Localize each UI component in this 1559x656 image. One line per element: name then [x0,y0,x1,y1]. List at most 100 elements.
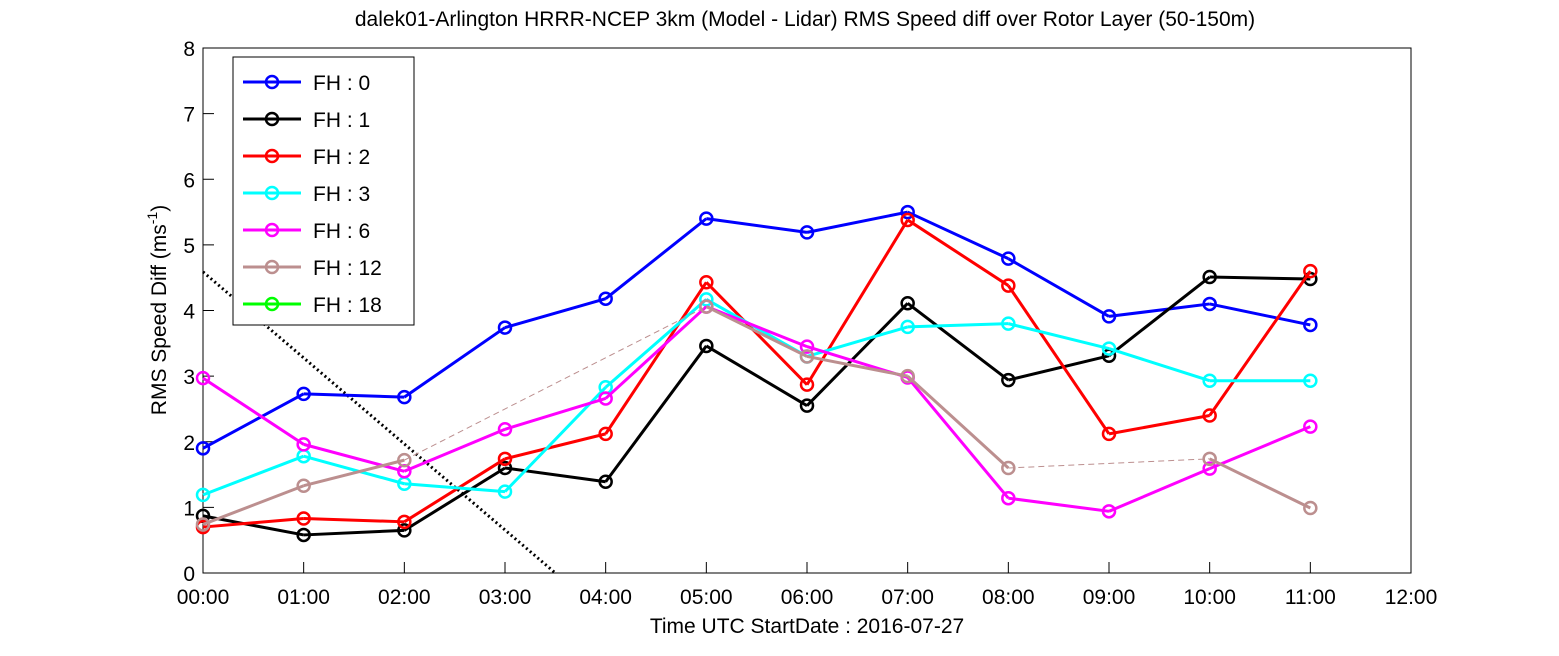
data-point [699,292,714,307]
y-tick-label: 5 [183,235,195,258]
y-tick-label: 0 [183,563,195,586]
legend-label: FH : 12 [313,257,382,280]
series-line-segment [1007,354,1110,382]
series-5 [195,299,1318,532]
data-point [1303,419,1318,434]
y-axis-label-main: RMS Speed Diff (ms [148,224,171,415]
series-line-segment [907,210,1009,261]
series-layer [195,204,1318,575]
data-point [1202,408,1217,423]
series-line-segment [1209,425,1311,471]
legend-label: FH : 0 [313,72,370,95]
x-tick-label: 05:00 [680,586,733,609]
x-tick-label: 12:00 [1385,586,1438,609]
series-line-segment [1208,270,1312,417]
series-line-segment [805,302,909,407]
y-tick-label: 8 [183,38,195,61]
series-line-segment [504,397,607,431]
series-line-segment [705,344,808,407]
series-line-segment [1108,302,1210,318]
series-line-segment [1007,284,1111,435]
data-point [1202,269,1217,285]
data-point [497,451,513,467]
data-point [598,291,613,306]
data-point [1202,296,1217,312]
y-tick-label: 6 [183,169,195,192]
series-2 [195,212,1318,535]
legend: FH : 0 FH : 1 FH : 2 FH : 3 FH : 6 FH : 12 FH … [232,56,415,326]
series-line-segment [303,517,405,524]
data-point [195,487,211,503]
series-line-segment [202,484,305,526]
data-point [1202,461,1217,476]
series-line-segment [403,457,506,524]
series-line-segment [202,376,305,446]
data-point [1202,451,1217,467]
data-point [1101,341,1117,356]
data-point [296,386,311,402]
data-point [799,339,815,354]
series-line-segment [403,466,506,532]
data-point [799,398,815,413]
y-tick-label: 7 [183,104,195,127]
series-line-segment [604,281,708,435]
series-line-segment [303,458,405,488]
data-point [296,437,311,452]
series-line-segment [906,376,1010,500]
series-line-segment [1108,347,1211,383]
x-tick-label: 06:00 [781,586,834,609]
series-line-segment [504,297,607,330]
data-point [900,319,915,335]
legend-swatch-marker [264,111,280,127]
series-line-segment [1108,467,1211,513]
series-line-segment [303,442,405,473]
data-point [1001,278,1016,293]
data-point [195,370,211,386]
data-point [497,422,513,437]
series-line-segment [404,482,506,494]
series-0 [195,204,1318,456]
series-line-segment [202,392,305,450]
chart-title: dalek01-Arlington HRRR-NCEP 3km (Model -… [355,8,1255,31]
data-point [1303,373,1318,388]
y-axis-label: RMS Speed Diff (ms-1) [144,205,171,415]
series-line-segment [1209,302,1311,327]
x-axis: 00:00 01:00 02:00 03:00 04:00 05:00 06:00 07:00… [177,562,1438,609]
y-axis-label-superscript: -1 [144,212,160,225]
data-point [1001,372,1016,388]
legend-box [232,56,415,326]
x-tick-label: 09:00 [1083,586,1136,609]
data-point [598,426,613,442]
series-line-segment [906,302,1010,382]
series-line-segment [504,432,607,461]
data-point [195,441,211,456]
data-point [699,275,714,290]
series-line-segment [504,466,606,484]
data-point [699,338,714,354]
data-point [1303,500,1318,516]
data-point [699,299,714,314]
data-point [1202,373,1217,388]
data-point [397,452,412,468]
data-point [900,204,915,220]
data-point [799,377,815,392]
series-line-segment [1007,257,1110,318]
x-tick-label: 08:00 [982,586,1035,609]
legend-label: FH : 1 [313,109,370,132]
series-line-segment [604,217,708,300]
y-tick-label: 1 [183,497,195,520]
series-line-segment [303,528,405,537]
x-tick-label: 00:00 [177,586,230,609]
y-axis-label-end: ) [148,205,171,212]
series-line-segment [907,322,1009,329]
x-tick-label: 03:00 [479,586,532,609]
series-line-segment [705,281,809,386]
series-line-segment [806,210,908,234]
series-line-segment [604,298,708,389]
y-axis: 0 1 2 3 4 5 6 7 8 [183,38,214,586]
legend-label: FH : 3 [313,183,370,206]
data-point [1001,460,1016,476]
series-1 [195,269,1318,543]
data-point [598,391,613,406]
